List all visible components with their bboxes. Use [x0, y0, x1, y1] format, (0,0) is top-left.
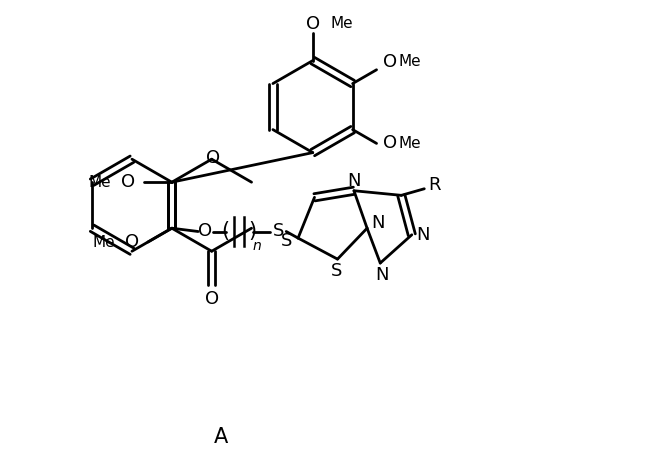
Text: O: O: [205, 289, 219, 307]
Text: S: S: [331, 262, 342, 280]
Text: ): ): [248, 221, 256, 242]
Text: O: O: [206, 149, 220, 167]
Text: N: N: [375, 266, 388, 284]
Text: Me: Me: [398, 54, 421, 69]
Text: N: N: [371, 214, 384, 232]
Text: N: N: [347, 172, 360, 190]
Text: O: O: [383, 134, 397, 152]
Text: N: N: [416, 226, 430, 244]
Text: R: R: [428, 176, 440, 194]
Text: O: O: [383, 53, 397, 71]
Text: O: O: [198, 223, 211, 240]
Text: O: O: [306, 15, 320, 33]
Text: Me: Me: [398, 136, 421, 151]
Text: Me: Me: [88, 175, 111, 190]
Text: S: S: [281, 232, 292, 250]
Text: (: (: [221, 221, 230, 242]
Text: A: A: [213, 426, 228, 447]
Text: n: n: [253, 239, 261, 253]
Text: O: O: [124, 233, 139, 251]
Text: Me: Me: [92, 235, 115, 250]
Text: Me: Me: [331, 16, 353, 31]
Text: O: O: [121, 173, 135, 191]
Text: S: S: [273, 223, 284, 240]
